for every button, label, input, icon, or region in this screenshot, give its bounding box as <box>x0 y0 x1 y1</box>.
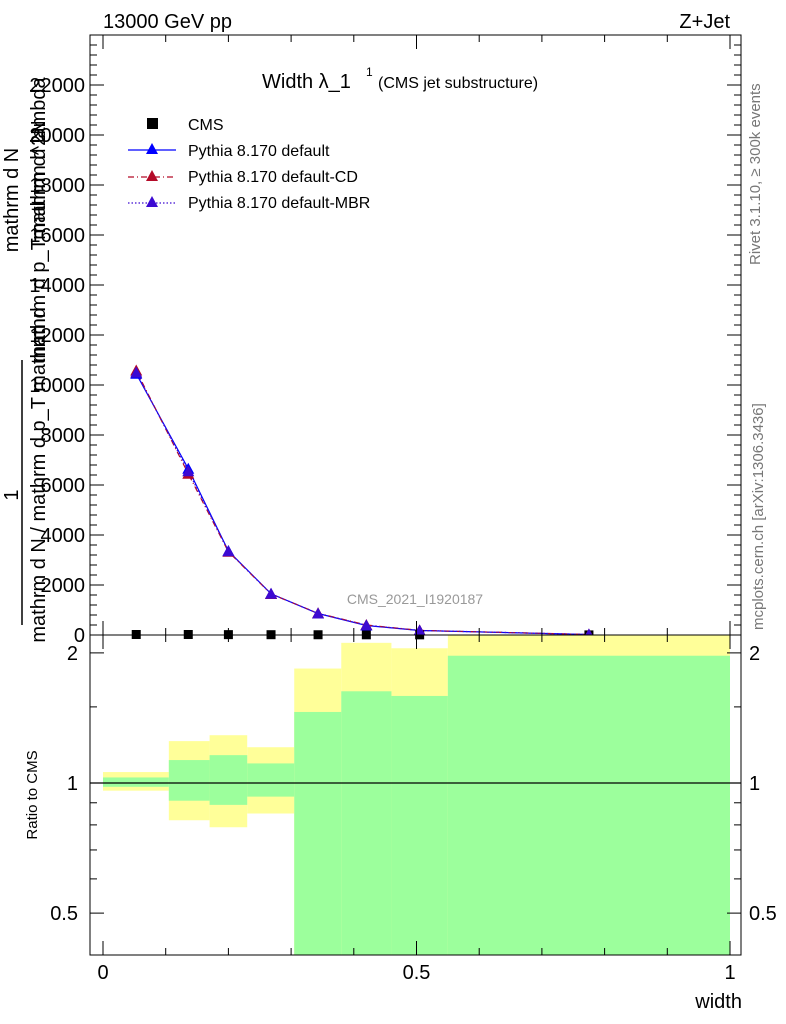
ratio-x-axis: 0 0.5 1 <box>97 635 736 984</box>
header-process-label: Z+Jet <box>679 11 730 33</box>
series-marker-3 <box>360 619 373 631</box>
main-y-tick-label: 6000 <box>41 475 86 497</box>
ratio-y-axis: 0.5 0.5 1 1 2 2 <box>50 643 777 925</box>
legend-cd-label: Pythia 8.170 default-CD <box>188 169 358 186</box>
y-label-dpt: mathrm d p_T mathrm d lambda <box>28 76 50 362</box>
legend-mbr-label: Pythia 8.170 default-MBR <box>188 195 370 212</box>
ratio-band-stat <box>294 711 342 955</box>
y-label-numerator: 1 <box>1 489 23 500</box>
main-y-tick-label: 4000 <box>41 525 86 547</box>
legend: CMS Pythia 8.170 default Pythia 8.170 de… <box>128 117 370 212</box>
ratio-band-stat <box>247 763 295 797</box>
header-energy-label: 13000 GeV pp <box>103 11 232 33</box>
legend-cms-label: CMS <box>188 117 224 134</box>
ratio-y-tick-label-right: 0.5 <box>749 903 777 925</box>
main-y-tick-label: 2000 <box>41 575 86 597</box>
ratio-y-tick-label: 1 <box>67 773 78 795</box>
ratio-y-axis-label: Ratio to CMS <box>24 750 41 839</box>
main-y-tick-label: 0 <box>74 625 85 647</box>
ratio-band-stat <box>209 755 248 805</box>
chart-title: Width λ_1 <box>262 71 351 93</box>
main-y-tick-label: 12000 <box>29 325 85 347</box>
series-marker-3 <box>265 587 278 599</box>
series-marker-3 <box>130 366 143 378</box>
analysis-watermark: CMS_2021_I1920187 <box>347 591 483 607</box>
ratio-y-tick-label-right: 1 <box>749 773 760 795</box>
rivet-version-label: Rivet 3.1.10, ≥ 300k events <box>747 83 764 265</box>
main-y-axis-label: 1 mathrm d N / mathrm d p_T mathrm d mat… <box>1 76 50 642</box>
main-y-tick-label: 8000 <box>41 425 86 447</box>
ratio-band-stat <box>168 760 210 801</box>
series-line-3 <box>135 372 589 636</box>
ratio-plot-area <box>103 635 730 955</box>
mcplots-label: mcplots.cern.ch [arXiv:1306.3436] <box>750 403 767 630</box>
legend-default-marker <box>146 143 158 154</box>
series-marker-3 <box>312 607 325 619</box>
x-tick-label: 0.5 <box>403 962 431 984</box>
main-y-axis: 0 2000 4000 6000 8000 10000 12000 14000 16000 180… <box>29 35 741 647</box>
x-tick-label: 1 <box>724 962 735 984</box>
y-label-dn: mathrm d N <box>1 148 23 252</box>
ratio-plot-frame <box>89 634 742 956</box>
chart-subtitle: (CMS jet substructure) <box>378 75 538 92</box>
ratio-y-tick-label: 2 <box>67 643 78 665</box>
y-label-d2n: mathrm d^2N <box>28 120 50 239</box>
legend-cms-marker <box>147 118 158 129</box>
y-label-fraction: mathrm d N / mathrm d p_T mathrm d <box>28 307 50 642</box>
series-marker-3 <box>182 465 195 477</box>
main-y-tick-label: 20000 <box>29 125 85 147</box>
legend-default-label: Pythia 8.170 default <box>188 143 330 160</box>
ratio-band-stat <box>103 777 169 787</box>
main-y-tick-label: 10000 <box>29 375 85 397</box>
main-y-tick-label: 18000 <box>29 175 85 197</box>
main-series-lines <box>135 370 589 636</box>
legend-cd-marker <box>146 170 158 181</box>
main-y-tick-label: 22000 <box>29 75 85 97</box>
main-y-tick-label: 16000 <box>29 225 85 247</box>
ratio-band-stat <box>447 655 730 955</box>
x-axis-label: width <box>694 991 742 1013</box>
ratio-y-tick-label: 0.5 <box>50 903 78 925</box>
ratio-band-stat <box>341 691 392 955</box>
x-tick-label: 0 <box>97 962 108 984</box>
chart-title-superscript: 1 <box>366 65 373 79</box>
legend-mbr-marker <box>146 196 158 207</box>
main-y-tick-label: 14000 <box>29 275 85 297</box>
ratio-y-tick-label-right: 2 <box>749 643 760 665</box>
series-marker-3 <box>222 545 235 557</box>
ratio-band-stat <box>391 695 448 955</box>
